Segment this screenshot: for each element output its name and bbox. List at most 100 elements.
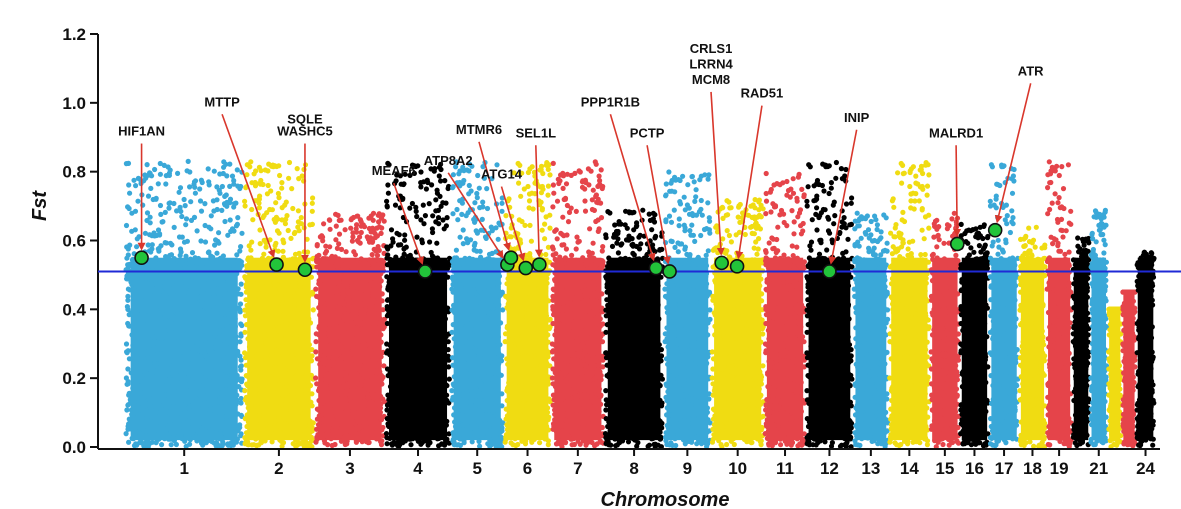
x-tick-label: 19 (1050, 459, 1069, 478)
chromosome-1-points (123, 158, 245, 450)
x-tick-label: 4 (413, 459, 423, 478)
gene-arrow-malrd1 (953, 145, 962, 237)
gene-arrow-meaf6 (392, 182, 424, 265)
gene-label-hif1an: HIF1AN (118, 124, 165, 139)
gene-label-sel1l: SEL1L (516, 125, 557, 140)
y-tick-label: 1.2 (62, 25, 86, 44)
gene-label-atp8a2: ATP8A2 (424, 153, 473, 168)
highlighted-snp-rad51 (729, 259, 745, 274)
gene-label-washc5: WASHC5 (277, 124, 333, 139)
x-tick-label: 12 (820, 459, 839, 478)
gene-label-inip: INIP (844, 110, 870, 125)
chromosome-13-points (851, 210, 891, 450)
x-tick-label: 6 (523, 459, 532, 478)
x-tick-label: 8 (629, 459, 638, 478)
chromosome-11-points (762, 170, 808, 449)
x-tick-label: 5 (472, 459, 481, 478)
gene-label-atg14: ATG14 (481, 167, 523, 182)
chromosome-18-points (1017, 224, 1048, 450)
x-tick-label: 10 (728, 459, 747, 478)
x-tick-label: 7 (573, 459, 582, 478)
x-tick-label: 13 (861, 459, 880, 478)
gene-arrow-mttp (221, 114, 276, 259)
gene-arrow-atp8a2 (447, 172, 504, 259)
gene-arrow-sel1l (534, 145, 543, 258)
gene-arrow-atr (994, 83, 1032, 224)
x-tick-label: 11 (776, 459, 794, 478)
chromosome-3-points (313, 210, 387, 449)
highlighted-snp-mtmr6 (503, 250, 519, 266)
y-axis-title: Fst (29, 190, 51, 221)
y-tick-label: 0.2 (62, 369, 86, 388)
x-tick-label: 1 (179, 459, 188, 478)
gene-arrow-ppp1r1b (609, 114, 656, 262)
gene-arrow-mcm8 (710, 91, 725, 256)
highlighted-snps (134, 222, 1003, 279)
highlighted-snp-atg14 (518, 260, 534, 276)
chromosome-8-points (602, 207, 666, 450)
x-tick-label: 9 (683, 459, 692, 478)
x-axis-title: Chromosome (601, 489, 730, 509)
gene-label-meaf6: MEAF6 (372, 163, 416, 178)
gene-label-malrd1: MALRD1 (929, 125, 983, 140)
highlighted-snp-mcm8 (714, 255, 729, 271)
y-tick-label: 0.0 (62, 438, 86, 457)
highlighted-snp-hif1an (134, 250, 149, 266)
x-ticks: 1 2 3 4 5 6 7 8 9 10 11 12 13 14 15 16 17 18 19 21 24 (179, 449, 1156, 478)
gene-arrow-atg14 (500, 186, 526, 262)
chromosome-20-points (1070, 235, 1092, 449)
chromosome-16-points (958, 221, 991, 449)
highlighted-snp-malrd1 (949, 236, 965, 252)
chromosome-23-points (1120, 289, 1138, 449)
gene-arrows (137, 83, 1032, 265)
x-tick-label: 21 (1089, 459, 1108, 478)
gene-label-crls1: CRLS1 (690, 41, 733, 56)
x-tick-label: 17 (995, 459, 1014, 478)
gene-label-pctp: PCTP (630, 125, 665, 140)
highlighted-snp-washc5 (297, 262, 313, 278)
y-tick-label: 1.0 (62, 94, 86, 113)
points-layer (123, 158, 1157, 450)
chromosome-17-points (987, 162, 1021, 449)
gene-arrow-inip (828, 129, 858, 265)
x-tick-label: 16 (965, 459, 984, 478)
chromosome-7-points (549, 159, 606, 450)
highlighted-snp-ppp1r1b (648, 260, 664, 276)
highlighted-snp-mttp (269, 257, 284, 272)
x-tick-label: 2 (274, 459, 283, 478)
highlighted-snp-atr (987, 222, 1003, 238)
x-tick-label: 14 (900, 459, 919, 478)
gene-label-mttp: MTTP (204, 94, 240, 109)
gene-label-ppp1r1b: PPP1R1B (581, 94, 640, 109)
chromosome-6-points (502, 160, 553, 449)
chromosome-15-points (928, 210, 962, 450)
gene-label-mtmr6: MTMR6 (456, 122, 502, 137)
gene-arrow-mtmr6 (478, 141, 511, 251)
x-tick-label: 24 (1136, 459, 1155, 478)
y-tick-label: 0.4 (62, 300, 86, 319)
x-tick-label: 18 (1023, 459, 1042, 478)
chromosome-2-points (242, 159, 316, 450)
chromosome-22-points (1106, 306, 1124, 450)
x-tick-label: 15 (935, 459, 954, 478)
gene-label-rad51: RAD51 (741, 86, 784, 101)
gene-label-atr: ATR (1018, 63, 1044, 78)
gene-label-lrrn4: LRRN4 (689, 56, 733, 71)
y-tick-label: 0.6 (62, 232, 86, 251)
gene-arrow-pctp (646, 145, 671, 265)
chromosome-4-points (383, 160, 453, 450)
highlighted-snp-pctp (662, 264, 677, 279)
gene-label-sqle: SQLE (287, 111, 323, 126)
gene-arrow-rad51 (735, 105, 763, 260)
highlighted-snp-sel1l (532, 257, 547, 272)
y-tick-label: 0.8 (62, 163, 86, 182)
chromosome-9-points (662, 169, 713, 450)
chromosome-21-points (1088, 207, 1110, 448)
chromosome-24-points (1134, 249, 1157, 449)
y-ticks: 0.0 0.2 0.4 0.6 0.8 1.0 1.2 (62, 25, 98, 457)
highlighted-snp-inip (822, 264, 837, 279)
x-tick-label: 3 (345, 459, 354, 478)
chromosome-19-points (1044, 159, 1074, 450)
